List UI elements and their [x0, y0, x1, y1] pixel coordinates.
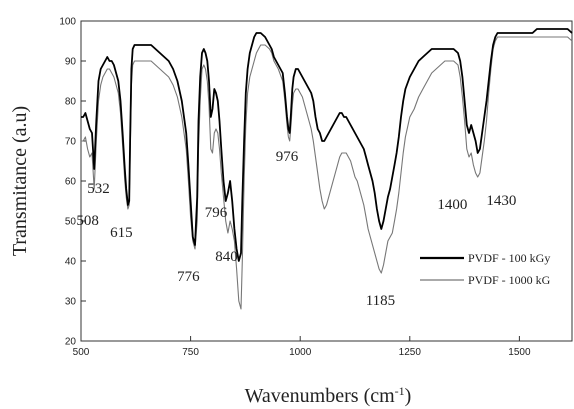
- series-line-1000kg: [81, 36, 573, 310]
- y-tick-label: 70: [65, 137, 77, 148]
- y-tick-label: 90: [65, 57, 77, 68]
- plot-frame: [80, 20, 573, 342]
- y-tick-label: 40: [65, 257, 77, 268]
- y-axis-label: Transmitance (a.u): [9, 106, 31, 256]
- peak-label: 840: [215, 249, 238, 265]
- y-tick-label: 30: [65, 297, 77, 308]
- axis-ticks: 500 750 1000 1250 1500 20 30 40 50 60 70 80 90 100: [59, 17, 531, 359]
- legend: PVDF - 100 kGy PVDF - 1000 kG: [420, 251, 551, 287]
- x-axis-label-main: Wavenumbers (cm: [245, 385, 395, 407]
- peak-label: 976: [276, 149, 299, 165]
- y-tick-label: 80: [65, 97, 77, 108]
- peak-label: 1400: [437, 197, 467, 213]
- y-tick-label: 60: [65, 177, 77, 188]
- x-tick-label: 750: [182, 347, 199, 358]
- y-tick-label: 20: [65, 337, 77, 348]
- peak-annotations: 508 532 615 776 796 840 976 1185 1400 1430: [76, 149, 516, 309]
- peak-label: 508: [76, 213, 99, 229]
- peak-label: 1430: [486, 193, 516, 209]
- x-axis-label-close: ): [405, 385, 412, 407]
- x-tick-label: 500: [73, 347, 90, 358]
- y-tick-label: 50: [65, 217, 77, 228]
- series-line-100kgy: [81, 28, 573, 262]
- x-tick-label: 1250: [399, 347, 422, 358]
- x-axis-label: Wavenumbers (cm-1): [245, 384, 412, 407]
- x-tick-label: 1500: [508, 347, 531, 358]
- peak-label: 1185: [366, 293, 395, 309]
- legend-label-1000kg: PVDF - 1000 kG: [468, 273, 551, 287]
- y-tick-label: 100: [59, 17, 76, 28]
- x-axis-label-sup: -1: [395, 384, 405, 398]
- peak-label: 532: [87, 181, 110, 197]
- series-lines: [81, 28, 573, 310]
- x-tick-label: 1000: [289, 347, 312, 358]
- peak-label: 615: [110, 225, 133, 241]
- legend-label-100kgy: PVDF - 100 kGy: [468, 251, 550, 265]
- peak-label: 776: [177, 269, 200, 285]
- peak-label: 796: [205, 205, 228, 221]
